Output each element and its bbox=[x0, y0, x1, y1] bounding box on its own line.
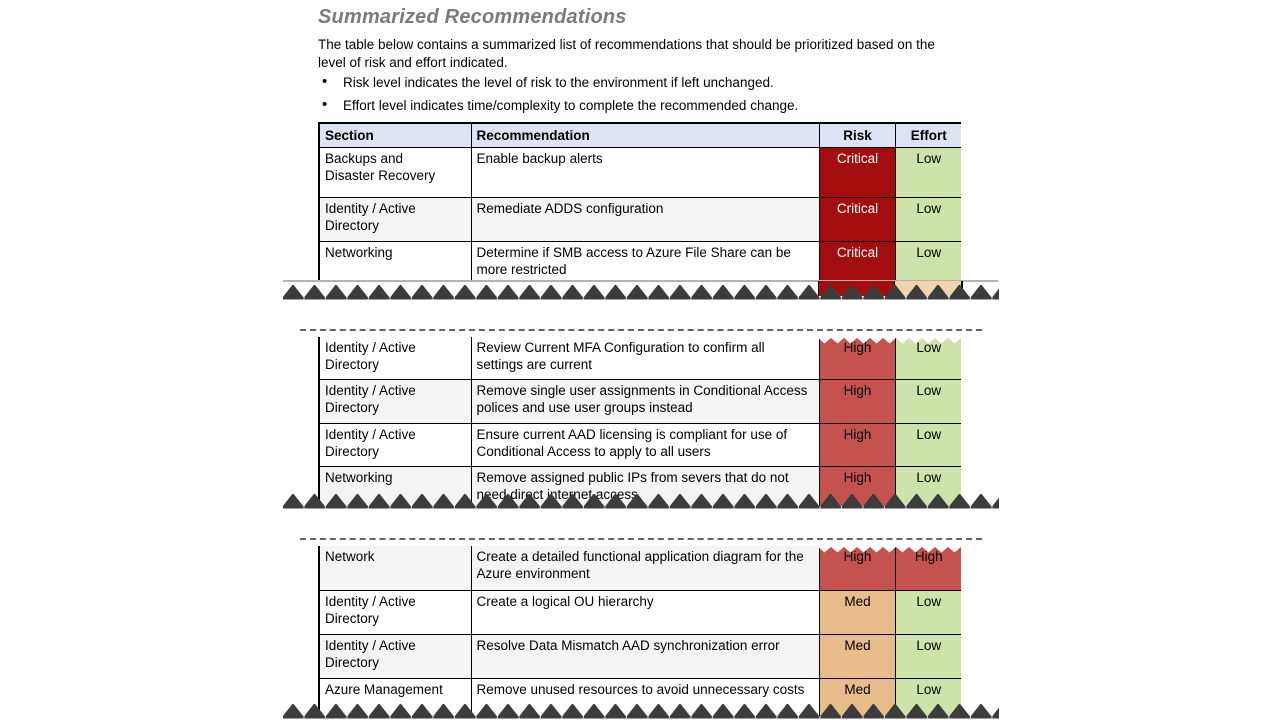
cell-section: Network bbox=[318, 546, 472, 591]
cell-section: Identity / Active Directory bbox=[318, 589, 472, 635]
cut-edge-line bbox=[283, 280, 998, 282]
cell-effort: Low bbox=[894, 337, 961, 380]
cell-risk: Med bbox=[818, 589, 896, 635]
torn-notch-strip-2 bbox=[818, 337, 961, 344]
recommendations-table: Section Recommendation Risk Effort Backu… bbox=[318, 122, 961, 281]
table-row: Identity / Active Directory Ensure curren… bbox=[318, 422, 961, 467]
cell-recommendation: Create a detailed functional application… bbox=[470, 546, 820, 591]
cell-risk: Critical bbox=[818, 240, 896, 281]
cut-dashed-line-2 bbox=[300, 329, 982, 331]
cell-risk: High bbox=[818, 546, 896, 591]
cell-effort: Low bbox=[894, 378, 961, 424]
page-title: Summarized Recommendations bbox=[318, 6, 627, 28]
cell-section: Identity / Active Directory bbox=[318, 378, 472, 424]
table-row: Identity / Active Directory Remove single… bbox=[318, 378, 961, 424]
table-row: Networking Determine if SMB access to Azu… bbox=[318, 240, 961, 281]
recommendations-table-fragment-2: Identity / Active Directory Review Curren… bbox=[318, 337, 961, 506]
cell-risk: Critical bbox=[818, 196, 896, 242]
bullet-risk-level: Risk level indicates the level of risk t… bbox=[320, 73, 983, 91]
cut-dashed-line-3 bbox=[300, 538, 982, 540]
cell-effort: Low bbox=[894, 589, 961, 635]
cell-risk: Med bbox=[818, 633, 896, 679]
recommendations-table-fragment-1: Section Recommendation Risk Effort Backu… bbox=[318, 122, 961, 281]
cell-effort: Low bbox=[894, 422, 961, 467]
cell-effort: Low bbox=[894, 240, 961, 281]
cell-risk: High bbox=[818, 378, 896, 424]
table-row: Identity / Active Directory Remediate ADD… bbox=[318, 196, 961, 242]
cell-recommendation: Resolve Data Mismatch AAD synchronizatio… bbox=[470, 633, 820, 679]
bullet-effort-level: Effort level indicates time/complexity t… bbox=[320, 96, 983, 114]
cell-section: Identity / Active Directory bbox=[318, 196, 472, 242]
table-row: Network Create a detailed functional appl… bbox=[318, 546, 961, 591]
table-row: Backups and Disaster Recovery Enable back… bbox=[318, 146, 961, 198]
cell-section: Networking bbox=[318, 240, 472, 281]
table-row: Identity / Active Directory Resolve Data … bbox=[318, 633, 961, 679]
cell-recommendation: Create a logical OU hierarchy bbox=[470, 589, 820, 635]
cell-effort: Low bbox=[894, 146, 961, 198]
table-row: Identity / Active Directory Create a logi… bbox=[318, 589, 961, 635]
cell-risk: High bbox=[818, 422, 896, 467]
torn-edge-divider-2 bbox=[283, 492, 999, 509]
torn-edge-divider-3 bbox=[283, 702, 999, 719]
cell-recommendation: Ensure current AAD licensing is complian… bbox=[470, 422, 820, 467]
cell-risk: Critical bbox=[818, 146, 896, 198]
cell-section: Identity / Active Directory bbox=[318, 422, 472, 467]
header-cell-section: Section bbox=[318, 122, 472, 148]
cell-section: Backups and Disaster Recovery bbox=[318, 146, 472, 198]
recommendations-table-fragment-3: Network Create a detailed functional appl… bbox=[318, 546, 961, 716]
table-header-row: Section Recommendation Risk Effort bbox=[318, 122, 961, 148]
torn-edge-divider-1 bbox=[283, 283, 999, 300]
header-cell-effort: Effort bbox=[894, 122, 961, 148]
cell-recommendation: Remove single user assignments in Condit… bbox=[470, 378, 820, 424]
torn-notch-strip-3 bbox=[818, 546, 961, 553]
header-cell-recommendation: Recommendation bbox=[470, 122, 820, 148]
recommendations-table: Identity / Active Directory Review Curren… bbox=[318, 337, 961, 506]
recommendations-table: Network Create a detailed functional appl… bbox=[318, 546, 961, 716]
cell-section: Identity / Active Directory bbox=[318, 633, 472, 679]
intro-text: The table below contains a summarized li… bbox=[318, 37, 935, 70]
cell-section: Identity / Active Directory bbox=[318, 337, 472, 380]
cell-recommendation: Determine if SMB access to Azure File Sh… bbox=[470, 240, 820, 281]
cell-effort: Low bbox=[894, 633, 961, 679]
cell-effort: Low bbox=[894, 196, 961, 242]
cell-recommendation: Remediate ADDS configuration bbox=[470, 196, 820, 242]
cell-recommendation: Review Current MFA Configuration to conf… bbox=[470, 337, 820, 380]
cell-recommendation: Enable backup alerts bbox=[470, 146, 820, 198]
cell-effort: High bbox=[894, 546, 961, 591]
header-cell-risk: Risk bbox=[818, 122, 896, 148]
